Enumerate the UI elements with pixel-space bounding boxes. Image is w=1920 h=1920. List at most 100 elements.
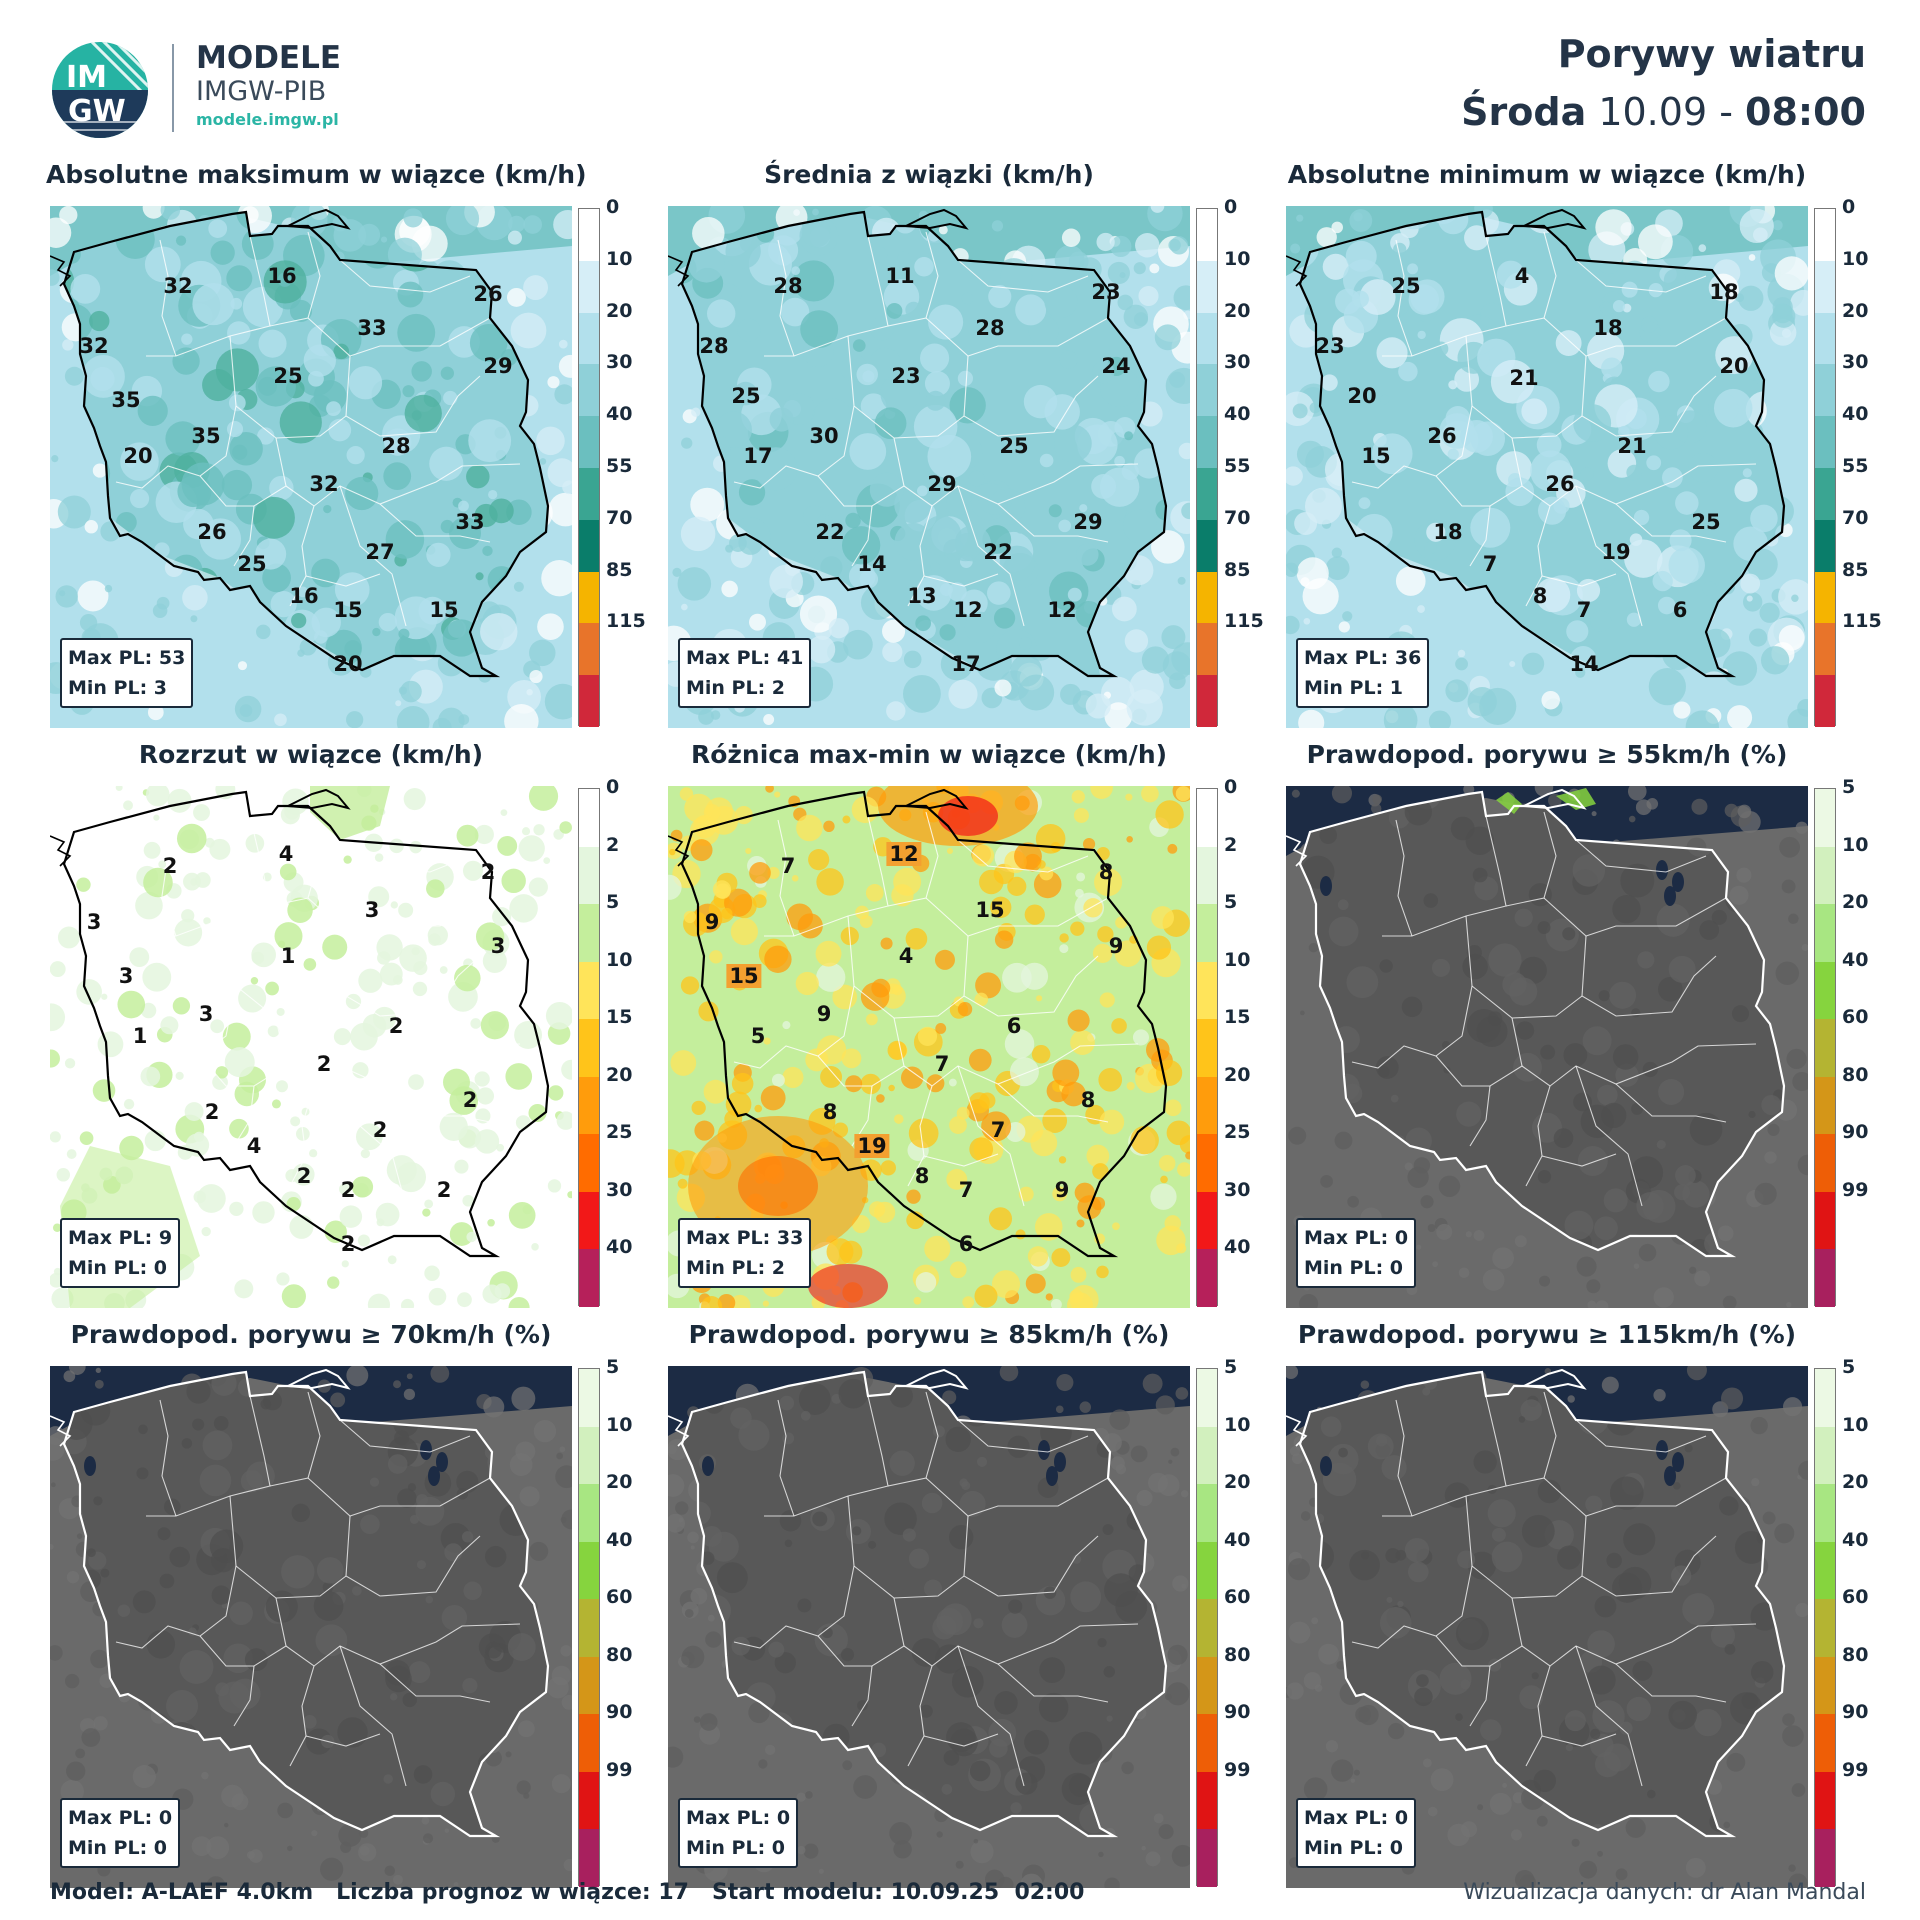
map-canvas xyxy=(668,206,1190,728)
poland-border xyxy=(1298,790,1786,1258)
colorbar-tick: 5 xyxy=(1224,1356,1238,1378)
map-value-label: 3 xyxy=(86,910,102,934)
colorbar xyxy=(1814,788,1836,1307)
map-value-label: 11 xyxy=(885,264,915,288)
stats-box: Max PL: 33 Min PL: 2 xyxy=(678,1218,812,1288)
map-value-label: 8 xyxy=(1532,584,1548,608)
map-value-label: 2 xyxy=(204,1100,220,1124)
colorbar-segment xyxy=(1197,1714,1217,1772)
colorbar-segment xyxy=(579,1714,599,1772)
colorbar-tick: 10 xyxy=(1224,948,1251,971)
colorbar-tick: 0 xyxy=(1224,776,1238,798)
map-value-label: 3 xyxy=(198,1002,214,1026)
map-value-label: 29 xyxy=(1073,510,1103,534)
colorbar-segment xyxy=(579,1369,599,1427)
map-value-label: 17 xyxy=(743,444,773,468)
map-value-label: 7 xyxy=(1482,552,1498,576)
colorbar-tick: 40 xyxy=(606,403,633,426)
map-value-label: 25 xyxy=(1391,274,1421,298)
colorbar-segment xyxy=(579,1426,599,1485)
map-canvas xyxy=(1286,206,1808,728)
poland-border xyxy=(680,790,1168,1258)
colorbar-segment xyxy=(579,312,599,365)
colorbar-segment xyxy=(1815,1599,1835,1657)
stat-max: Max PL: 36 xyxy=(1304,647,1422,669)
colorbar-segment xyxy=(1815,519,1835,572)
map-value-label: 6 xyxy=(1006,1014,1022,1038)
colorbar-tick: 30 xyxy=(606,351,633,374)
map-value-label: 4 xyxy=(1514,264,1530,288)
colorbar-segment xyxy=(1815,1656,1835,1715)
colorbar-segment xyxy=(579,675,599,727)
panel-title: Średnia z wiązki (km/h) xyxy=(764,160,1094,189)
map-canvas xyxy=(1286,1366,1808,1888)
map-value-label: 33 xyxy=(357,316,387,340)
colorbar-segment xyxy=(1197,1249,1217,1307)
map-value-label: 35 xyxy=(111,388,141,412)
colorbar-tick: 115 xyxy=(1842,610,1882,633)
colorbar xyxy=(1196,208,1218,727)
colorbar-tick: 15 xyxy=(606,1006,633,1029)
map-value-label: 24 xyxy=(1101,354,1131,378)
colorbar-tick: 10 xyxy=(1224,1413,1251,1436)
stat-max: Max PL: 0 xyxy=(1304,1227,1409,1249)
colorbar-tick: 5 xyxy=(606,891,620,914)
colorbar-tick: 60 xyxy=(1224,1586,1251,1609)
map-value-label: 2 xyxy=(296,1164,312,1188)
colorbar-segment xyxy=(1197,312,1217,365)
map-canvas xyxy=(1286,786,1808,1308)
stat-max: Max PL: 0 xyxy=(686,1807,791,1829)
map-value-label: 28 xyxy=(773,274,803,298)
colorbar-segment xyxy=(1197,1541,1217,1600)
colorbar-segment xyxy=(1815,1484,1835,1542)
stats-box: Max PL: 0 Min PL: 0 xyxy=(1296,1798,1417,1868)
colorbar-tick: 99 xyxy=(1842,1758,1869,1781)
forecast-map: Max PL: 0 Min PL: 0 xyxy=(1286,786,1808,1308)
colorbar-tick: 10 xyxy=(1842,1413,1869,1436)
model-info: Model: A-LAEF 4.0km Liczba prognoz w wią… xyxy=(50,1880,1085,1905)
colorbar-segment xyxy=(1815,260,1835,313)
brand-url[interactable]: modele.imgw.pl xyxy=(196,110,339,129)
colorbar-tick: 40 xyxy=(606,1236,633,1259)
colorbar-segment xyxy=(1197,467,1217,520)
map-value-label: 18 xyxy=(1709,280,1739,304)
forecast-map: 11 28 23 28 28 24 25 23 30 17 25 29 22 29 22 14 13 12 12 17… xyxy=(668,206,1190,728)
map-value-label: 2 xyxy=(372,1118,388,1142)
colorbar-tick: 10 xyxy=(1842,833,1869,856)
colorbar-tick: 10 xyxy=(606,948,633,971)
colorbar-tick: 20 xyxy=(1842,891,1869,914)
visualization-credit: Wizualizacja danych: dr Alan Mandal xyxy=(1463,1880,1866,1905)
map-value-label: 20 xyxy=(1347,384,1377,408)
colorbar-segment xyxy=(579,1829,599,1887)
colorbar-segment xyxy=(1197,1599,1217,1657)
colorbar-segment xyxy=(579,416,599,468)
map-value-label: 8 xyxy=(1080,1088,1096,1112)
map-value-label: 26 xyxy=(473,282,503,306)
map-value-label: 18 xyxy=(1593,316,1623,340)
colorbar-segment xyxy=(1815,312,1835,365)
map-value-label: 32 xyxy=(309,472,339,496)
map-value-label: 15 xyxy=(975,898,1005,922)
map-value-label: 21 xyxy=(1509,366,1539,390)
stat-max: Max PL: 33 xyxy=(686,1227,804,1249)
colorbar-tick: 85 xyxy=(606,558,633,581)
colorbar-segment xyxy=(579,1191,599,1250)
colorbar-segment xyxy=(1197,1656,1217,1715)
colorbar-segment xyxy=(1815,467,1835,520)
colorbar-segment xyxy=(1815,364,1835,417)
map-value-label: 2 xyxy=(340,1232,356,1256)
map-value-label: 4 xyxy=(898,944,914,968)
stat-min: Min PL: 0 xyxy=(1304,1837,1404,1859)
colorbar-tick: 25 xyxy=(1224,1121,1251,1144)
colorbar-tick: 70 xyxy=(1842,506,1869,529)
colorbar-segment xyxy=(1197,623,1217,676)
map-value-label: 29 xyxy=(927,472,957,496)
map-value-label: 25 xyxy=(273,364,303,388)
colorbar-segment xyxy=(1815,904,1835,962)
map-value-label: 25 xyxy=(237,552,267,576)
forecast-day: Środa xyxy=(1461,90,1587,134)
stat-min: Min PL: 3 xyxy=(68,677,168,699)
stat-min: Min PL: 2 xyxy=(686,1257,786,1279)
colorbar-tick: 5 xyxy=(606,1356,620,1378)
map-canvas xyxy=(50,206,572,728)
